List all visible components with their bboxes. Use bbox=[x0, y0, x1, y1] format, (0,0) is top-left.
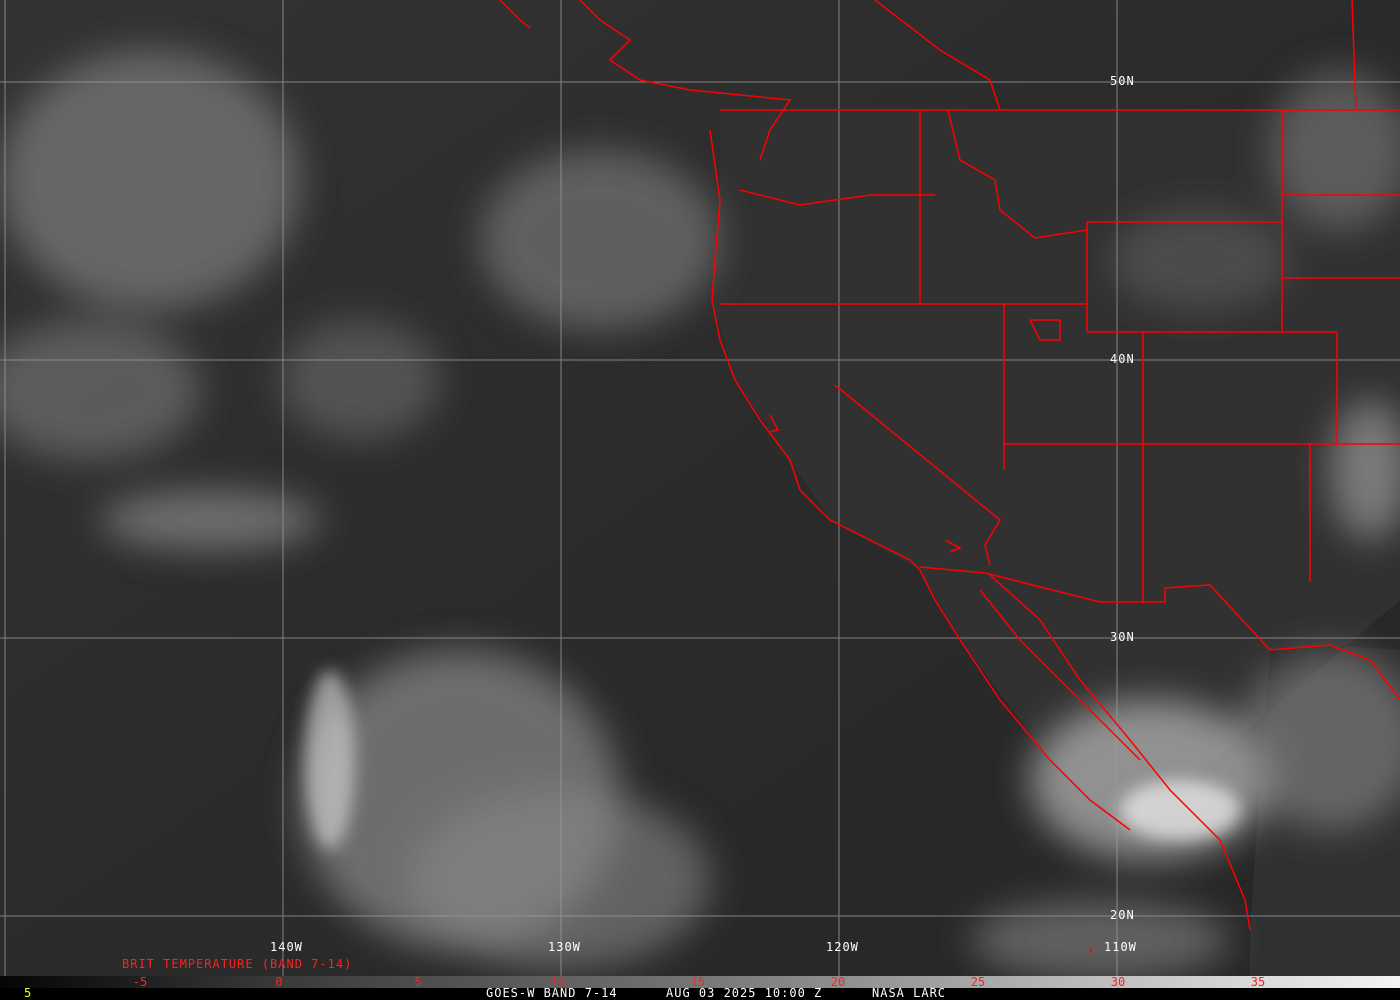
lon-label-140w: 140W bbox=[270, 940, 303, 954]
land-areas bbox=[712, 110, 1400, 976]
lat-label-40n: 40N bbox=[1110, 352, 1135, 366]
lon-label-110w: 110W bbox=[1104, 940, 1137, 954]
colorbar-tick: 15 bbox=[690, 975, 706, 989]
cloud-fields bbox=[0, 50, 1400, 980]
frame-number: 5 bbox=[24, 986, 33, 1000]
footer-bar bbox=[0, 988, 1400, 1000]
satellite-band-title: GOES-W BAND 7-14 bbox=[486, 986, 618, 1000]
lat-label-30n: 30N bbox=[1110, 630, 1135, 644]
colorbar-tick: 20 bbox=[830, 975, 846, 989]
colorbar-tick: 0 bbox=[275, 975, 283, 989]
colorbar-tick: -5 bbox=[132, 975, 148, 989]
image-datetime: AUG 03 2025 10:00 Z bbox=[666, 986, 823, 1000]
legend-title: BRIT TEMPERATURE (BAND 7-14) bbox=[122, 957, 353, 971]
colorbar-tick: 35 bbox=[1250, 975, 1266, 989]
colorbar-tick: 10 bbox=[550, 975, 566, 989]
temperature-colorbar bbox=[0, 976, 1400, 988]
lat-label-20n: 20N bbox=[1110, 908, 1135, 922]
colorbar-tick: 5 bbox=[414, 975, 422, 989]
colorbar-tick: 25 bbox=[970, 975, 986, 989]
lat-lon-grid bbox=[0, 0, 1400, 976]
political-borders bbox=[499, 0, 1400, 953]
lon-label-120w: 120W bbox=[826, 940, 859, 954]
lon-label-130w: 130W bbox=[548, 940, 581, 954]
lat-label-50n: 50N bbox=[1110, 74, 1135, 88]
colorbar-tick: 30 bbox=[1110, 975, 1126, 989]
image-source: NASA LARC bbox=[872, 986, 947, 1000]
